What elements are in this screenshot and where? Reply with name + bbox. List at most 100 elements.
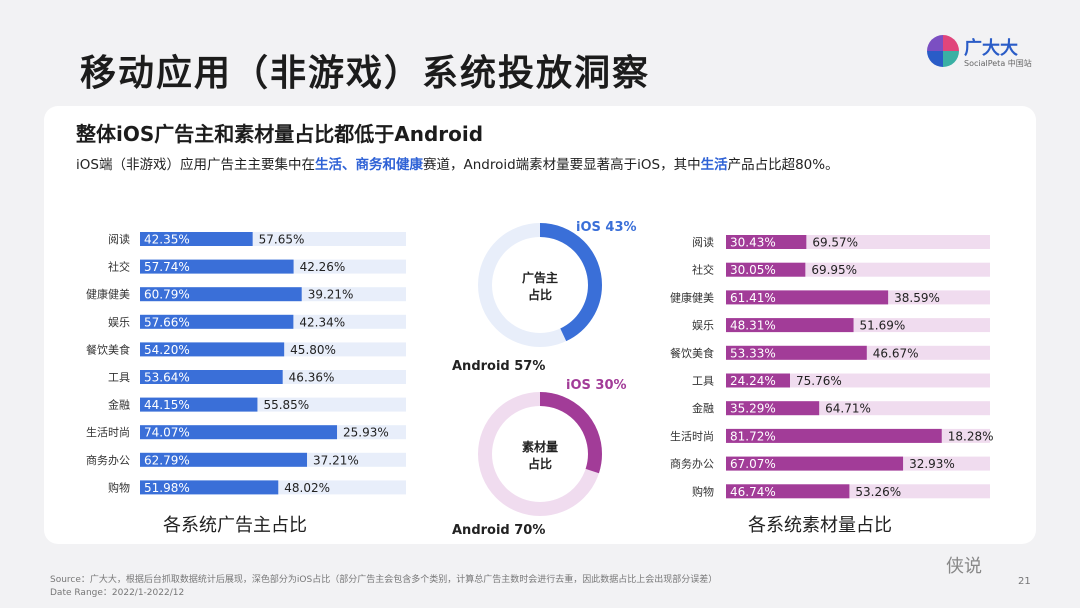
advertiser-chart-category-label: 社交 — [108, 260, 130, 274]
creative-chart-android-value-label: 46.67% — [873, 346, 919, 360]
advertiser-chart-bar-ios — [140, 480, 279, 495]
creative-chart-bar-ios — [726, 401, 820, 416]
advertiser-donut-android-label: Android 57% — [452, 359, 545, 374]
creative-chart-bar-ios — [726, 484, 850, 499]
creative-chart-category-label: 餐饮美食 — [670, 346, 714, 360]
creative-chart-android-value-label: 18.28% — [948, 429, 994, 443]
creative-chart-bar-ios — [726, 456, 904, 471]
advertiser-chart-category-label: 生活时尚 — [86, 425, 130, 439]
advertiser-chart-android-value-label: 55.85% — [263, 398, 309, 412]
advertiser-chart-bar-ios — [140, 397, 258, 412]
page-title: 移动应用（非游戏）系统投放洞察 — [80, 53, 651, 94]
advertiser-chart-ios-value-label: 54.20% — [144, 343, 190, 357]
creative-chart-category-label: 娱乐 — [692, 318, 714, 332]
advertiser-chart-category-label: 阅读 — [108, 232, 130, 246]
advertiser-chart-bar-ios — [140, 314, 294, 329]
creative-chart-ios-value-label: 81.72% — [730, 429, 776, 443]
creative-chart-bar-android — [726, 373, 990, 388]
advertiser-donut-center-label-line1: 广告主 — [522, 270, 558, 285]
creative-chart-android-value-label: 53.26% — [855, 485, 901, 499]
creative-chart-ios-value-label: 24.24% — [730, 374, 776, 388]
creative-chart-category-label: 社交 — [692, 263, 714, 277]
creative-chart-bar-ios — [726, 235, 807, 249]
advertiser-chart-bar-ios — [140, 370, 283, 384]
creative-chart-ios-value-label: 48.31% — [730, 319, 776, 333]
advertiser-donut-ios-label: iOS 43% — [576, 220, 637, 235]
advertiser-donut-center-label-line2: 占比 — [528, 287, 552, 302]
advertiser-donut-slice-ios — [478, 223, 602, 347]
card-title: 整体iOS广告主和素材量占比都低于Android — [76, 122, 484, 146]
creative-chart-bar-ios — [726, 262, 806, 277]
creative-chart-ios-value-label: 61.41% — [730, 291, 776, 305]
creative-chart-bar-ios — [726, 428, 942, 443]
advertiser-chart-android-value-label: 42.34% — [299, 315, 345, 329]
creative-donut-ios-label: iOS 30% — [566, 378, 627, 393]
advertiser-chart-android-value-label: 57.65% — [259, 233, 305, 247]
creative-chart-android-value-label: 69.95% — [811, 263, 857, 277]
creative-chart-android-value-label: 32.93% — [909, 457, 955, 471]
brand-subtitle: SocialPeta 中国站 — [964, 59, 1032, 68]
creative-chart-ios-value-label: 46.74% — [730, 485, 776, 499]
advertiser-chart-android-value-label: 48.02% — [284, 481, 330, 495]
advertiser-chart-bar-ios — [140, 232, 253, 246]
creative-chart-ios-value-label: 67.07% — [730, 457, 776, 471]
advertiser-chart-bar-ios — [140, 287, 302, 302]
advertiser-chart-ios-value-label: 60.79% — [144, 288, 190, 302]
advertiser-chart-ios-value-label: 44.15% — [144, 398, 190, 412]
creative-chart-ios-value-label: 53.33% — [730, 346, 776, 360]
advertiser-chart-bar-ios — [140, 425, 338, 440]
advertiser-chart-title: 各系统广告主占比 — [163, 515, 307, 536]
creative-chart-android-value-label: 64.71% — [825, 402, 871, 416]
creative-donut-center-label-line1: 素材量 — [522, 439, 558, 454]
advertiser-chart-android-value-label: 42.26% — [300, 260, 346, 274]
footer-note: Source：广大大，根据后台抓取数据统计后展现，深色部分为iOS占比（部分广告… — [50, 574, 717, 600]
creative-chart-category-label: 阅读 — [692, 235, 714, 249]
creative-chart-title: 各系统素材量占比 — [748, 515, 892, 536]
advertiser-chart-bar-ios — [140, 259, 294, 274]
advertiser-chart-category-label: 健康健美 — [86, 287, 130, 301]
advertiser-chart-ios-value-label: 53.64% — [144, 371, 190, 385]
creative-chart-android-value-label: 69.57% — [812, 236, 858, 250]
creative-chart-android-value-label: 38.59% — [894, 291, 940, 305]
creative-chart-category-label: 工具 — [692, 375, 714, 388]
creative-chart-category-label: 健康健美 — [670, 290, 714, 304]
creative-chart-category-label: 生活时尚 — [670, 429, 714, 443]
advertiser-chart-android-value-label: 39.21% — [308, 288, 354, 302]
creative-chart-bar-ios — [726, 290, 889, 305]
advertiser-chart-category-label: 商务办公 — [86, 453, 130, 467]
creative-chart-ios-value-label: 30.05% — [730, 263, 776, 277]
advertiser-chart-ios-value-label: 57.74% — [144, 260, 190, 274]
advertiser-chart-android-value-label: 37.21% — [313, 453, 359, 467]
advertiser-chart-android-value-label: 25.93% — [343, 426, 389, 440]
advertiser-chart-category-label: 工具 — [108, 371, 130, 384]
creative-chart-android-value-label: 75.76% — [796, 374, 842, 388]
creative-chart-android-value-label: 51.69% — [860, 319, 906, 333]
advertiser-chart-ios-value-label: 74.07% — [144, 426, 190, 440]
advertiser-chart-bar-ios — [140, 452, 308, 467]
advertiser-chart-ios-value-label: 57.66% — [144, 315, 190, 329]
creative-donut-android-label: Android 70% — [452, 523, 545, 538]
creative-chart-bar-ios — [726, 373, 790, 388]
footer-date: Date Range：2022/1-2022/12 — [50, 588, 185, 598]
brand-logo-icon — [927, 35, 959, 67]
footer-source: Source：广大大，根据后台抓取数据统计后展现，深色部分为iOS占比（部分广告… — [50, 575, 718, 585]
advertiser-chart-ios-value-label: 51.98% — [144, 481, 190, 495]
advertiser-chart-ios-value-label: 42.35% — [144, 233, 190, 247]
creative-donut-slice-ios — [478, 392, 602, 516]
advertiser-chart-bar-ios — [140, 342, 285, 357]
advertiser-chart-ios-value-label: 62.79% — [144, 453, 190, 467]
creative-chart-bar-ios — [726, 318, 854, 333]
advertiser-chart-category-label: 餐饮美食 — [86, 342, 130, 356]
card-subtitle: iOS端（非游戏）应用广告主主要集中在生活、商务和健康赛道，Android端素材… — [76, 157, 839, 173]
advertiser-chart-category-label: 娱乐 — [108, 315, 130, 329]
creative-chart-ios-value-label: 35.29% — [730, 402, 776, 416]
wechat-watermark: 侠说 — [946, 556, 982, 577]
creative-chart-category-label: 金融 — [692, 401, 714, 415]
advertiser-chart-android-value-label: 45.80% — [290, 343, 336, 357]
creative-chart-ios-value-label: 30.43% — [730, 236, 776, 250]
creative-chart-category-label: 购物 — [692, 484, 714, 498]
creative-chart-bar-ios — [726, 345, 867, 360]
advertiser-chart-category-label: 金融 — [108, 398, 130, 412]
advertiser-chart-android-value-label: 46.36% — [289, 371, 335, 385]
